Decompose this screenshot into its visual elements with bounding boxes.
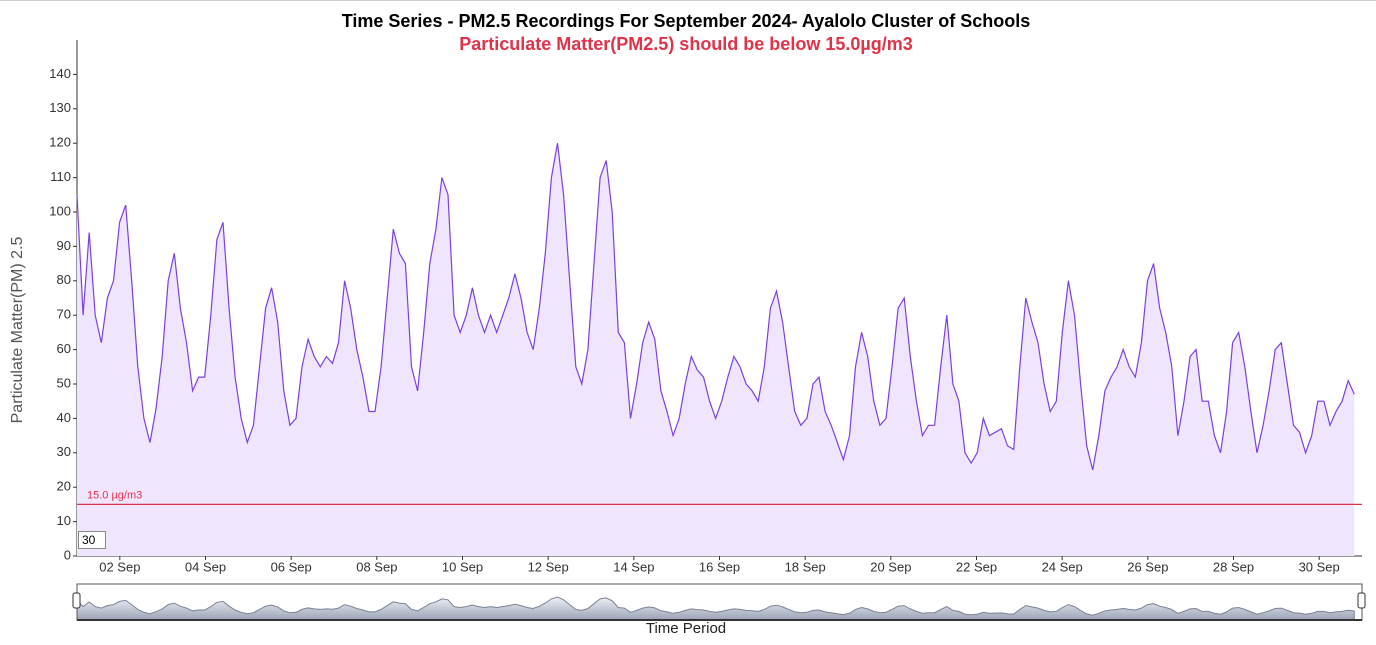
x-tick-label: 02 Sep — [99, 559, 140, 574]
y-tick-label: 40 — [57, 410, 71, 425]
y-tick-label: 20 — [57, 479, 71, 494]
y-tick-label: 10 — [57, 513, 71, 528]
y-tick-label: 30 — [57, 444, 71, 459]
y-axis-label: Particulate Matter(PM) 2.5 — [9, 237, 26, 424]
y-tick-label: 110 — [50, 169, 71, 184]
x-tick-label: 12 Sep — [528, 559, 569, 574]
x-tick-label: 08 Sep — [356, 559, 397, 574]
y-tick-label: 140 — [49, 66, 71, 81]
range-handle[interactable] — [1357, 592, 1366, 609]
x-axis-label: Time Period — [646, 620, 726, 637]
chart-subtitle: Particulate Matter(PM2.5) should be belo… — [459, 34, 912, 54]
chart-title: Time Series - PM2.5 Recordings For Septe… — [342, 11, 1031, 31]
y-tick-label: 120 — [49, 135, 71, 150]
x-tick-label: 26 Sep — [1127, 559, 1168, 574]
range-selector-area — [76, 596, 1355, 621]
x-tick-label: 22 Sep — [956, 559, 997, 574]
pm25-line — [76, 143, 1355, 471]
y-tick-label: 70 — [57, 307, 71, 322]
y-tick-label: 0 — [64, 547, 71, 562]
threshold-label: 15.0 µg/m3 — [87, 489, 142, 501]
x-tick-label: 18 Sep — [785, 559, 826, 574]
y-tick-label: 130 — [49, 100, 71, 115]
x-tick-label: 30 Sep — [1299, 559, 1340, 574]
x-tick-label: 06 Sep — [271, 559, 312, 574]
range-handle[interactable] — [72, 592, 81, 609]
x-tick-label: 04 Sep — [185, 559, 226, 574]
y-tick-label: 60 — [57, 341, 71, 356]
x-tick-label: 16 Sep — [699, 559, 740, 574]
y-tick-label: 80 — [57, 272, 71, 287]
x-tick-label: 20 Sep — [870, 559, 911, 574]
x-tick-label: 14 Sep — [613, 559, 654, 574]
x-tick-label: 28 Sep — [1213, 559, 1254, 574]
y-tick-label: 90 — [57, 238, 71, 253]
y-tick-label: 50 — [57, 375, 71, 390]
area — [77, 143, 1355, 556]
x-tick-label: 24 Sep — [1042, 559, 1083, 574]
x-tick-label: 10 Sep — [442, 559, 483, 574]
rolling-period-input[interactable]: 30 — [78, 531, 106, 549]
y-tick-label: 100 — [49, 203, 71, 218]
